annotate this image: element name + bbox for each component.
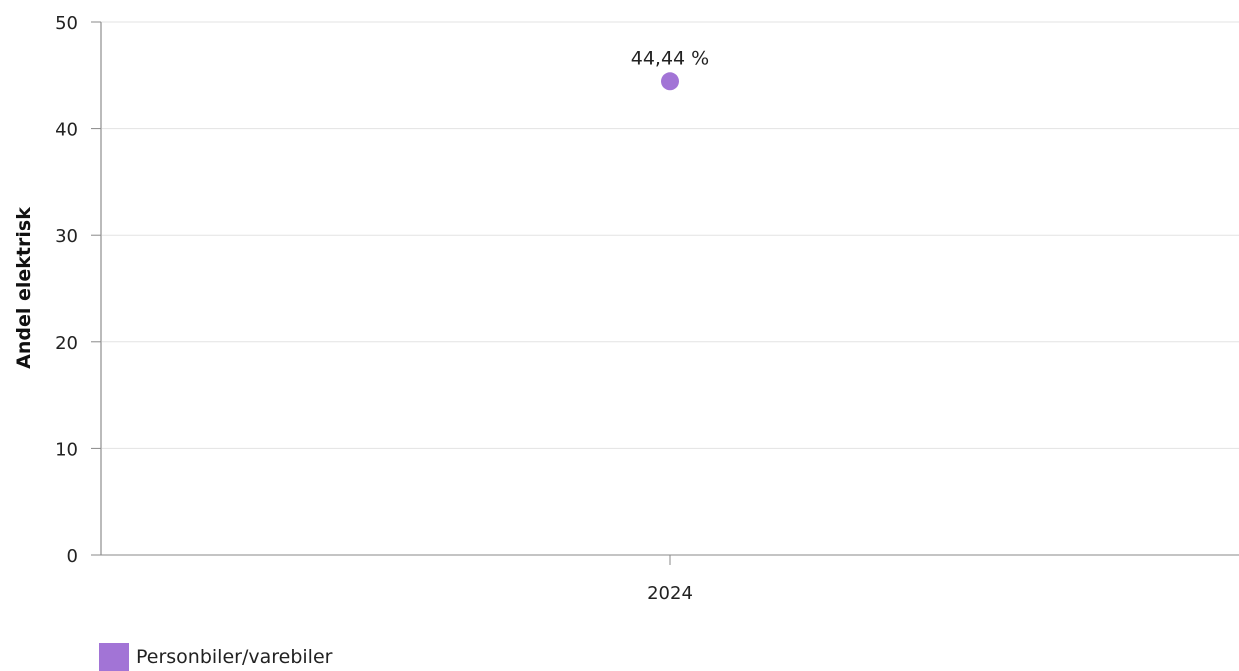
data-label-2024: 44,44 % <box>631 47 710 69</box>
legend-swatch <box>99 643 129 671</box>
y-tick-label-10: 10 <box>55 439 78 460</box>
y-axis-ticks: 0 10 20 30 40 50 <box>55 13 101 567</box>
legend[interactable]: Personbiler/varebiler <box>99 643 332 671</box>
y-tick-label-30: 30 <box>55 226 78 247</box>
y-tick-label-40: 40 <box>55 120 78 141</box>
legend-label-personbiler-varebiler[interactable]: Personbiler/varebiler <box>136 646 333 668</box>
y-tick-label-0: 0 <box>67 546 78 567</box>
data-point-2024[interactable] <box>661 72 679 91</box>
axes <box>100 22 1239 556</box>
x-axis-ticks: 2024 <box>647 555 693 604</box>
y-tick-label-20: 20 <box>55 333 78 354</box>
x-tick-label-2024: 2024 <box>647 583 693 604</box>
y-tick-label-50: 50 <box>55 13 78 34</box>
data-points: 44,44 % <box>631 47 710 91</box>
y-axis-title: Andel elektrisk <box>13 207 35 369</box>
gridlines <box>101 21 1239 449</box>
